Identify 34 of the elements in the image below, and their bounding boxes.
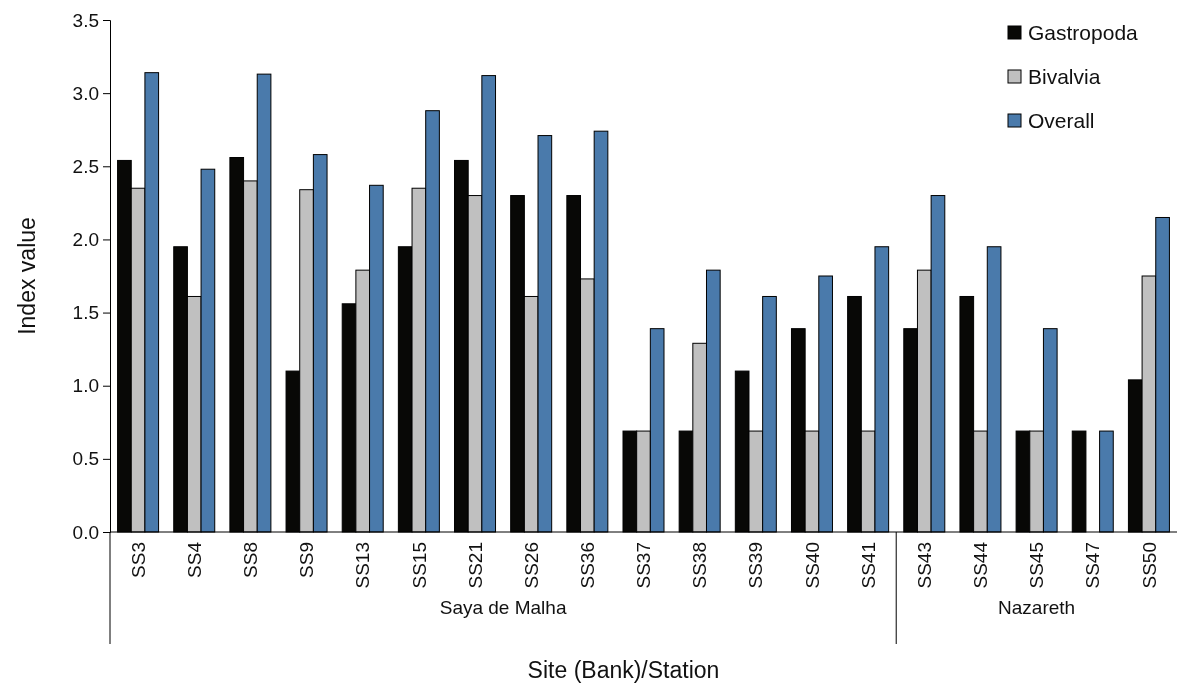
y-tick-label: 3.5 bbox=[72, 9, 99, 31]
x-tick-label: SS36 bbox=[576, 542, 598, 589]
x-axis-title: Site (Bank)/Station bbox=[527, 657, 720, 683]
text: Nazareth bbox=[998, 597, 1076, 618]
y-tick-label: 2.5 bbox=[72, 155, 99, 177]
text: Saya de Malha bbox=[439, 597, 567, 618]
legend-label: Overall bbox=[1028, 109, 1095, 133]
y-tick-label: 0.0 bbox=[72, 521, 99, 543]
x-tick-label: SS37 bbox=[633, 542, 655, 589]
x-tick-label: SS47 bbox=[1082, 542, 1104, 589]
x-tick-label: SS40 bbox=[801, 542, 823, 589]
x-tick-label: SS50 bbox=[1138, 542, 1160, 589]
x-tick-label: SS8 bbox=[240, 542, 262, 578]
x-tick-label: SS3 bbox=[127, 542, 149, 578]
x-tick-label: SS26 bbox=[520, 542, 542, 589]
x-tick-label: SS15 bbox=[408, 542, 430, 589]
x-tick-label: SS13 bbox=[352, 542, 374, 589]
x-tick-label: SS21 bbox=[464, 542, 486, 589]
legend-label: Bivalvia bbox=[1028, 65, 1101, 89]
x-tick-label: SS45 bbox=[1026, 542, 1048, 589]
x-tick-label: SS9 bbox=[296, 542, 318, 578]
x-tick-label: SS44 bbox=[970, 541, 992, 589]
x-tick-label: SS4 bbox=[183, 541, 205, 578]
y-tick-label: 1.0 bbox=[72, 375, 99, 397]
legend-label: Gastropoda bbox=[1028, 21, 1139, 45]
y-tick-label: 0.5 bbox=[72, 448, 99, 470]
x-tick-label: SS38 bbox=[689, 542, 711, 589]
x-tick-label: SS41 bbox=[857, 542, 879, 589]
y-axis-title: Index value bbox=[14, 217, 40, 335]
y-tick-label: 3.0 bbox=[72, 82, 99, 104]
y-tick-label: 2.0 bbox=[72, 229, 99, 251]
x-tick-label: SS39 bbox=[745, 542, 767, 589]
y-tick-label: 1.5 bbox=[72, 302, 99, 324]
x-tick-label: SS43 bbox=[913, 542, 935, 589]
